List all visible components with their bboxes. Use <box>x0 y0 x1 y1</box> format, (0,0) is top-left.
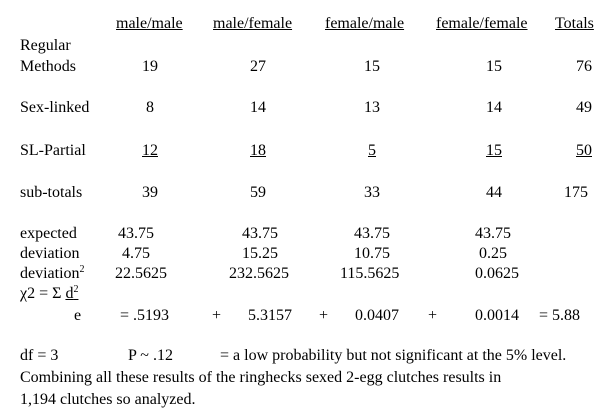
header-female-male: female/male <box>325 15 405 32</box>
cell: 10.75 <box>354 245 390 262</box>
header-totals: Totals <box>555 15 594 32</box>
cell: 115.5625 <box>340 265 400 282</box>
formula-denominator: e <box>74 307 82 324</box>
row-label-sub-totals: sub-totals <box>20 184 83 201</box>
chi-total: = 5.88 <box>539 307 581 324</box>
cell: 33 <box>364 184 380 201</box>
chi-term: 0.0014 <box>475 307 519 324</box>
chi-term: = .5193 <box>120 307 170 324</box>
cell: 15 <box>486 142 502 159</box>
chi-plus: + <box>428 307 438 324</box>
cell: 43.75 <box>354 225 390 242</box>
chi-plus: + <box>319 307 329 324</box>
cell: 43.75 <box>118 225 154 242</box>
cell: 19 <box>142 58 158 75</box>
header-male-male: male/male <box>116 15 183 32</box>
chi-term: 5.3157 <box>248 307 292 324</box>
cell: 43.75 <box>242 225 278 242</box>
label-deviation: deviation <box>20 245 80 262</box>
cell: 14 <box>486 99 502 116</box>
cell: 43.75 <box>475 225 511 242</box>
cell: 232.5625 <box>229 265 289 282</box>
cell: 76 <box>576 58 592 75</box>
header-male-female: male/female <box>213 15 293 32</box>
cell: 27 <box>250 58 266 75</box>
cell: 0.25 <box>479 245 507 262</box>
header-female-female: female/female <box>436 15 528 32</box>
cell: 8 <box>146 99 154 116</box>
cell: 15 <box>486 58 502 75</box>
cell: 22.5625 <box>115 265 167 282</box>
row-label-methods: Methods <box>20 58 76 75</box>
p-value: P ~ .12 <box>128 347 173 364</box>
chi-square-formula: χ2 = Σ d2 <box>20 284 79 303</box>
note-line: 1,194 clutches so analyzed. <box>20 391 196 408</box>
row-label-sl-partial: SL-Partial <box>20 142 86 159</box>
cell: 0.0625 <box>475 265 519 282</box>
cell: 49 <box>576 99 592 116</box>
chi-plus: + <box>212 307 222 324</box>
cell: 15.25 <box>242 245 278 262</box>
cell: 5 <box>368 142 376 159</box>
df-value: df = 3 <box>20 347 59 364</box>
cell: 50 <box>576 142 592 159</box>
cell: 15 <box>364 58 380 75</box>
cell: 18 <box>250 142 266 159</box>
conclusion: = a low probability but not significant … <box>220 347 567 364</box>
cell: 44 <box>486 184 502 201</box>
cell: 4.75 <box>122 245 150 262</box>
cell: 14 <box>250 99 266 116</box>
row-label-regular: Regular <box>20 37 71 54</box>
cell: 13 <box>364 99 380 116</box>
cell: 39 <box>142 184 158 201</box>
row-label-sex-linked: Sex-linked <box>20 99 90 116</box>
cell: 175 <box>564 184 588 201</box>
cell: 59 <box>250 184 266 201</box>
note-line: Combining all these results of the ringh… <box>20 369 502 386</box>
chi-term: 0.0407 <box>355 307 399 324</box>
label-deviation-squared: deviation2 <box>20 264 85 283</box>
label-expected: expected <box>20 225 77 242</box>
cell: 12 <box>142 142 158 159</box>
